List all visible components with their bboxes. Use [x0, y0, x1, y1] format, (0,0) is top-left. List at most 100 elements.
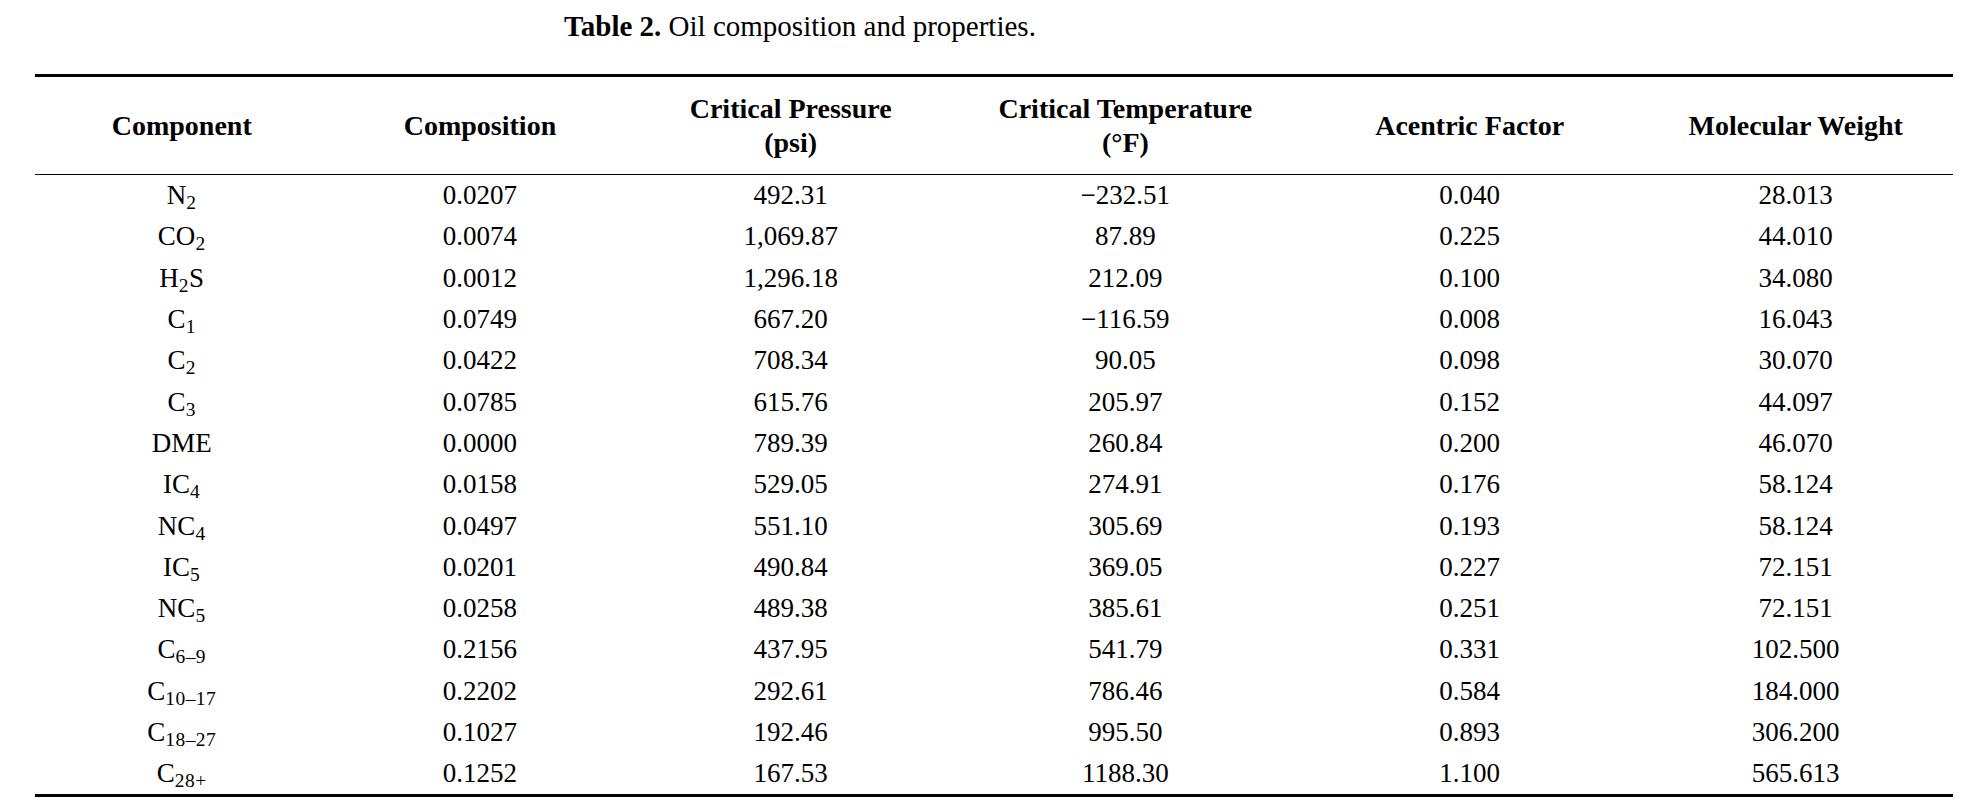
molecular-weight-cell: 44.097 — [1638, 381, 1953, 422]
component-cell: NC4 — [35, 505, 328, 546]
table-row: C1 0.0749 667.20 −116.59 0.008 16.043 — [35, 299, 1953, 340]
critical-pressure-cell: 708.34 — [631, 340, 949, 381]
acentric-factor-cell: 0.225 — [1301, 216, 1639, 257]
composition-cell: 0.0749 — [328, 299, 631, 340]
critical-temperature-cell: 274.91 — [950, 464, 1301, 505]
critical-temperature-cell: 90.05 — [950, 340, 1301, 381]
component-cell: C1 — [35, 299, 328, 340]
table-row: DME 0.0000 789.39 260.84 0.200 46.070 — [35, 423, 1953, 464]
critical-pressure-cell: 551.10 — [631, 505, 949, 546]
column-header-label: Acentric Factor — [1301, 109, 1639, 143]
molecular-weight-cell: 34.080 — [1638, 258, 1953, 299]
molecular-weight-cell: 72.151 — [1638, 588, 1953, 629]
critical-pressure-cell: 1,069.87 — [631, 216, 949, 257]
column-header: Component — [35, 76, 328, 175]
composition-cell: 0.0074 — [328, 216, 631, 257]
critical-pressure-cell: 167.53 — [631, 753, 949, 796]
table-row: IC5 0.0201 490.84 369.05 0.227 72.151 — [35, 547, 1953, 588]
molecular-weight-cell: 46.070 — [1638, 423, 1953, 464]
caption-text: Oil composition and properties. — [669, 10, 1036, 42]
column-header: Critical Temperature (°F) — [950, 76, 1301, 175]
critical-temperature-cell: −116.59 — [950, 299, 1301, 340]
composition-cell: 0.0422 — [328, 340, 631, 381]
table-row: CO2 0.0074 1,069.87 87.89 0.225 44.010 — [35, 216, 1953, 257]
molecular-weight-cell: 58.124 — [1638, 505, 1953, 546]
composition-cell: 0.0258 — [328, 588, 631, 629]
molecular-weight-cell: 184.000 — [1638, 671, 1953, 712]
acentric-factor-cell: 0.331 — [1301, 629, 1639, 670]
molecular-weight-cell: 565.613 — [1638, 753, 1953, 796]
acentric-factor-cell: 0.893 — [1301, 712, 1639, 753]
header-row: Component Composition Critical Pressure … — [35, 76, 1953, 175]
acentric-factor-cell: 0.200 — [1301, 423, 1639, 464]
molecular-weight-cell: 72.151 — [1638, 547, 1953, 588]
composition-cell: 0.0158 — [328, 464, 631, 505]
critical-temperature-cell: 541.79 — [950, 629, 1301, 670]
critical-pressure-cell: 529.05 — [631, 464, 949, 505]
composition-cell: 0.0785 — [328, 381, 631, 422]
critical-pressure-cell: 667.20 — [631, 299, 949, 340]
molecular-weight-cell: 58.124 — [1638, 464, 1953, 505]
table-row: C10–17 0.2202 292.61 786.46 0.584 184.00… — [35, 671, 1953, 712]
molecular-weight-cell: 16.043 — [1638, 299, 1953, 340]
acentric-factor-cell: 0.227 — [1301, 547, 1639, 588]
component-cell: C18–27 — [35, 712, 328, 753]
molecular-weight-cell: 30.070 — [1638, 340, 1953, 381]
table-row: N2 0.0207 492.31 −232.51 0.040 28.013 — [35, 175, 1953, 217]
critical-temperature-cell: 305.69 — [950, 505, 1301, 546]
column-header: Critical Pressure (psi) — [631, 76, 949, 175]
column-header-label: Component — [35, 109, 328, 143]
component-cell: CO2 — [35, 216, 328, 257]
column-header-unit: (psi) — [631, 126, 949, 160]
component-cell: IC5 — [35, 547, 328, 588]
acentric-factor-cell: 1.100 — [1301, 753, 1639, 796]
column-header-label: Critical Temperature — [950, 92, 1301, 126]
critical-pressure-cell: 192.46 — [631, 712, 949, 753]
table-row: C3 0.0785 615.76 205.97 0.152 44.097 — [35, 381, 1953, 422]
critical-temperature-cell: 786.46 — [950, 671, 1301, 712]
component-cell: DME — [35, 423, 328, 464]
acentric-factor-cell: 0.100 — [1301, 258, 1639, 299]
component-cell: C10–17 — [35, 671, 328, 712]
molecular-weight-cell: 306.200 — [1638, 712, 1953, 753]
paper-page: Table 2. Oil composition and properties.… — [0, 0, 1979, 810]
acentric-factor-cell: 0.193 — [1301, 505, 1639, 546]
critical-temperature-cell: 385.61 — [950, 588, 1301, 629]
table-row: C2 0.0422 708.34 90.05 0.098 30.070 — [35, 340, 1953, 381]
acentric-factor-cell: 0.152 — [1301, 381, 1639, 422]
molecular-weight-cell: 28.013 — [1638, 175, 1953, 217]
critical-pressure-cell: 489.38 — [631, 588, 949, 629]
table-row: C18–27 0.1027 192.46 995.50 0.893 306.20… — [35, 712, 1953, 753]
acentric-factor-cell: 0.098 — [1301, 340, 1639, 381]
composition-cell: 0.2156 — [328, 629, 631, 670]
caption-label: Table 2. — [564, 10, 661, 42]
column-header: Acentric Factor — [1301, 76, 1639, 175]
column-header: Molecular Weight — [1638, 76, 1953, 175]
component-cell: C2 — [35, 340, 328, 381]
critical-temperature-cell: 205.97 — [950, 381, 1301, 422]
column-header-label: Composition — [328, 109, 631, 143]
table-row: H2S 0.0012 1,296.18 212.09 0.100 34.080 — [35, 258, 1953, 299]
column-header-label: Critical Pressure — [631, 92, 949, 126]
component-cell: C3 — [35, 381, 328, 422]
table-row: NC4 0.0497 551.10 305.69 0.193 58.124 — [35, 505, 1953, 546]
critical-pressure-cell: 437.95 — [631, 629, 949, 670]
acentric-factor-cell: 0.176 — [1301, 464, 1639, 505]
table-row: NC5 0.0258 489.38 385.61 0.251 72.151 — [35, 588, 1953, 629]
acentric-factor-cell: 0.008 — [1301, 299, 1639, 340]
table-row: C28+ 0.1252 167.53 1188.30 1.100 565.613 — [35, 753, 1953, 796]
critical-pressure-cell: 615.76 — [631, 381, 949, 422]
component-cell: N2 — [35, 175, 328, 217]
acentric-factor-cell: 0.040 — [1301, 175, 1639, 217]
acentric-factor-cell: 0.584 — [1301, 671, 1639, 712]
critical-temperature-cell: 369.05 — [950, 547, 1301, 588]
critical-temperature-cell: 995.50 — [950, 712, 1301, 753]
composition-cell: 0.0201 — [328, 547, 631, 588]
oil-composition-table: Component Composition Critical Pressure … — [35, 74, 1953, 797]
critical-pressure-cell: 490.84 — [631, 547, 949, 588]
component-cell: IC4 — [35, 464, 328, 505]
critical-pressure-cell: 1,296.18 — [631, 258, 949, 299]
critical-pressure-cell: 292.61 — [631, 671, 949, 712]
composition-cell: 0.1252 — [328, 753, 631, 796]
acentric-factor-cell: 0.251 — [1301, 588, 1639, 629]
